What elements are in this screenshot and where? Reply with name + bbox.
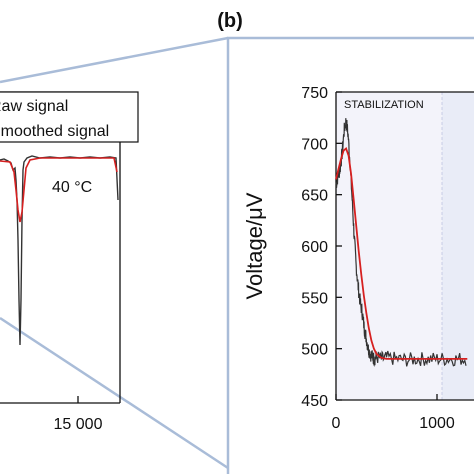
y-tick-label: 600 bbox=[301, 239, 328, 256]
panel-b-smoothed-signal bbox=[335, 147, 468, 360]
panel-b-y-ticks: 450 500 550 600 650 700 750 bbox=[301, 85, 342, 410]
zoom-connector-bottom bbox=[0, 316, 229, 470]
panel-a-x-tick-label: 15 000 bbox=[54, 416, 103, 433]
panel-b-y-label: Voltage/μV bbox=[242, 192, 267, 299]
y-tick-label: 700 bbox=[301, 136, 328, 153]
stabilization-label: STABILIZATION bbox=[344, 99, 424, 111]
y-tick-label: 500 bbox=[301, 342, 328, 359]
panel-a: Raw signal Smoothed signal 40 °C 15 000 bbox=[0, 91, 139, 433]
x-tick-label: 0 bbox=[332, 415, 341, 432]
x-tick-label: 1000 bbox=[419, 415, 455, 432]
y-tick-label: 750 bbox=[301, 85, 328, 102]
zoom-connector-top bbox=[0, 36, 229, 84]
panel-a-smoothed-signal bbox=[0, 157, 118, 223]
panel-b-x-ticks: 0 1000 bbox=[332, 394, 455, 432]
y-tick-label: 450 bbox=[301, 393, 328, 410]
panel-b-raw-signal bbox=[335, 118, 467, 367]
panel-label-b: (b) bbox=[217, 10, 243, 32]
next-region bbox=[442, 92, 474, 400]
y-tick-label: 550 bbox=[301, 290, 328, 307]
temperature-annotation: 40 °C bbox=[52, 179, 92, 196]
legend-box bbox=[0, 91, 139, 143]
panel-b: STABILIZATION 450 500 550 600 650 700 750 0 100… bbox=[242, 85, 474, 432]
legend-label-smoothed: Smoothed signal bbox=[0, 123, 109, 140]
stabilization-region bbox=[336, 92, 442, 400]
zoom-frame bbox=[226, 36, 474, 474]
y-tick-label: 650 bbox=[301, 188, 328, 205]
legend-label-raw: Raw signal bbox=[0, 98, 68, 115]
